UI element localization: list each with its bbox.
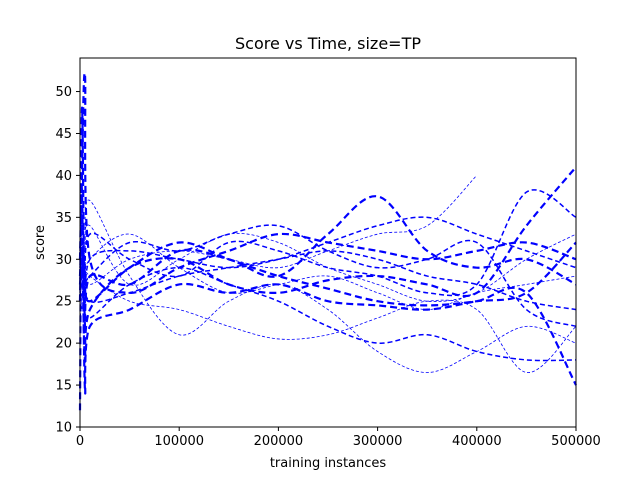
y-tick-label: 10: [55, 421, 72, 436]
series-line-4: [78, 166, 577, 363]
x-tick-label: 400000: [452, 434, 502, 449]
axis-ticks: 0 100000 200000 300000 400000 500000 10 15 20 25 3…: [55, 85, 600, 449]
series-line-5: [79, 216, 577, 319]
y-tick-label: 40: [55, 169, 72, 184]
series-line-1: [78, 107, 577, 411]
x-tick-label: 100000: [154, 434, 204, 449]
plot-frame: [79, 57, 577, 428]
x-tick-label: 200000: [254, 434, 304, 449]
y-tick-label: 50: [55, 85, 72, 100]
y-tick-label: 15: [55, 379, 72, 394]
series-line-7: [79, 266, 577, 362]
series-line-3: [78, 187, 577, 395]
series-line-11: [79, 266, 577, 373]
series-lines: [78, 71, 577, 411]
y-tick-label: 45: [55, 127, 72, 142]
y-tick-label: 35: [55, 211, 72, 226]
x-tick-label: 500000: [551, 434, 601, 449]
series-line-8: [79, 208, 577, 311]
y-tick-label: 30: [55, 253, 72, 268]
x-tick-label: 0: [76, 434, 84, 449]
x-axis-label: training instances: [270, 456, 387, 471]
series-line-14: [79, 189, 577, 297]
chart-title: Score vs Time, size=TP: [235, 34, 421, 53]
y-tick-label: 25: [55, 295, 72, 310]
series-line-12: [79, 175, 478, 285]
x-tick-label: 300000: [353, 434, 403, 449]
series-line-6: [79, 224, 577, 328]
series-line-2: [78, 71, 577, 302]
series-line-9: [79, 199, 577, 373]
y-tick-label: 20: [55, 337, 72, 352]
series-line-15: [78, 241, 577, 307]
y-axis-label: score: [33, 225, 48, 260]
